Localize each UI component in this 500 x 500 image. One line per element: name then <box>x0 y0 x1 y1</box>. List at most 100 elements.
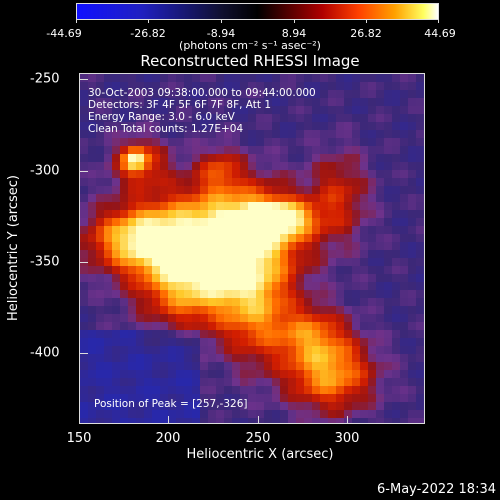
heatmap-cell <box>336 226 344 234</box>
heatmap-cell <box>96 314 104 322</box>
heatmap-cell <box>104 82 112 90</box>
heatmap-cell <box>104 418 112 423</box>
heatmap-cell <box>176 346 184 354</box>
heatmap-cell <box>192 418 200 423</box>
heatmap-cell <box>200 242 208 250</box>
heatmap-cell <box>336 146 344 154</box>
heatmap-cell <box>336 306 344 314</box>
heatmap-cell <box>208 346 216 354</box>
heatmap-cell <box>120 258 128 266</box>
heatmap-cell <box>288 226 296 234</box>
heatmap-cell <box>240 106 248 114</box>
heatmap-cell <box>224 410 232 418</box>
heatmap-cell <box>200 282 208 290</box>
y-tick: -400 <box>30 345 60 361</box>
heatmap-cell <box>176 98 184 106</box>
heatmap-cell <box>192 338 200 346</box>
heatmap-cell <box>232 402 240 410</box>
heatmap-cell <box>344 170 352 178</box>
heatmap-cell <box>88 274 96 282</box>
heatmap-cell <box>168 370 176 378</box>
heatmap-cell <box>136 290 144 298</box>
heatmap-cell <box>232 106 240 114</box>
heatmap-cell <box>192 378 200 386</box>
heatmap-cell <box>80 186 88 194</box>
heatmap-cell <box>144 90 152 98</box>
heatmap-cell <box>232 418 240 423</box>
heatmap-cell <box>232 314 240 322</box>
heatmap-cell <box>176 314 184 322</box>
heatmap-cell <box>368 154 376 162</box>
heatmap-cell <box>88 250 96 258</box>
heatmap-cell <box>208 250 216 258</box>
heatmap-cell <box>168 178 176 186</box>
heatmap-cell <box>176 338 184 346</box>
heatmap-cell <box>136 194 144 202</box>
x-tick: 150 <box>66 431 92 446</box>
heatmap-cell <box>152 82 160 90</box>
heatmap-cell <box>136 250 144 258</box>
heatmap-cell <box>264 402 272 410</box>
heatmap-cell <box>272 178 280 186</box>
heatmap-cell <box>368 162 376 170</box>
heatmap-cell <box>296 122 304 130</box>
heatmap-cell <box>88 98 96 106</box>
heatmap-cell <box>144 402 152 410</box>
heatmap-cell <box>256 170 264 178</box>
heatmap-cell <box>288 362 296 370</box>
heatmap-cell <box>256 338 264 346</box>
heatmap-cell <box>240 418 248 423</box>
heatmap-cell <box>280 298 288 306</box>
heatmap-cell <box>280 274 288 282</box>
heatmap-cell <box>192 82 200 90</box>
heatmap-cell <box>344 258 352 266</box>
heatmap-cell <box>416 74 424 82</box>
heatmap-cell <box>104 306 112 314</box>
heatmap-cell <box>144 410 152 418</box>
heatmap-cell <box>360 306 368 314</box>
heatmap-cell <box>208 322 216 330</box>
heatmap-cell <box>80 330 88 338</box>
heatmap-cell <box>264 218 272 226</box>
heatmap-cell <box>136 410 144 418</box>
heatmap-cell <box>208 194 216 202</box>
heatmap-cell <box>288 186 296 194</box>
heatmap-cell <box>80 250 88 258</box>
heatmap-cell <box>272 194 280 202</box>
heatmap-cell <box>232 98 240 106</box>
heatmap-cell <box>176 170 184 178</box>
heatmap-cell <box>200 186 208 194</box>
heatmap-cell <box>360 418 368 423</box>
heatmap-cell <box>256 82 264 90</box>
heatmap-cell <box>416 242 424 250</box>
heatmap-cell <box>80 218 88 226</box>
heatmap-cell <box>208 338 216 346</box>
heatmap-cell <box>360 402 368 410</box>
heatmap-cell <box>184 274 192 282</box>
heatmap-cell <box>304 378 312 386</box>
y-tick: -300 <box>30 163 60 179</box>
heatmap-cell <box>160 338 168 346</box>
heatmap-cell <box>88 186 96 194</box>
heatmap-cell <box>384 402 392 410</box>
heatmap-cell <box>304 418 312 423</box>
heatmap-cell <box>224 322 232 330</box>
heatmap-cell <box>336 186 344 194</box>
heatmap-cell <box>392 178 400 186</box>
heatmap-cell <box>152 74 160 82</box>
heatmap-cell <box>168 186 176 194</box>
heatmap-cell <box>384 314 392 322</box>
heatmap-cell <box>96 210 104 218</box>
heatmap-cell <box>248 258 256 266</box>
heatmap-cell <box>392 226 400 234</box>
heatmap-cell <box>344 226 352 234</box>
heatmap-cell <box>168 170 176 178</box>
heatmap-cell <box>376 362 384 370</box>
heatmap-cell <box>176 386 184 394</box>
heatmap-cell <box>328 202 336 210</box>
heatmap-cell <box>144 266 152 274</box>
heatmap-cell <box>168 418 176 423</box>
heatmap-cell <box>352 90 360 98</box>
heatmap-cell <box>112 114 120 122</box>
heatmap-cell <box>128 130 136 138</box>
